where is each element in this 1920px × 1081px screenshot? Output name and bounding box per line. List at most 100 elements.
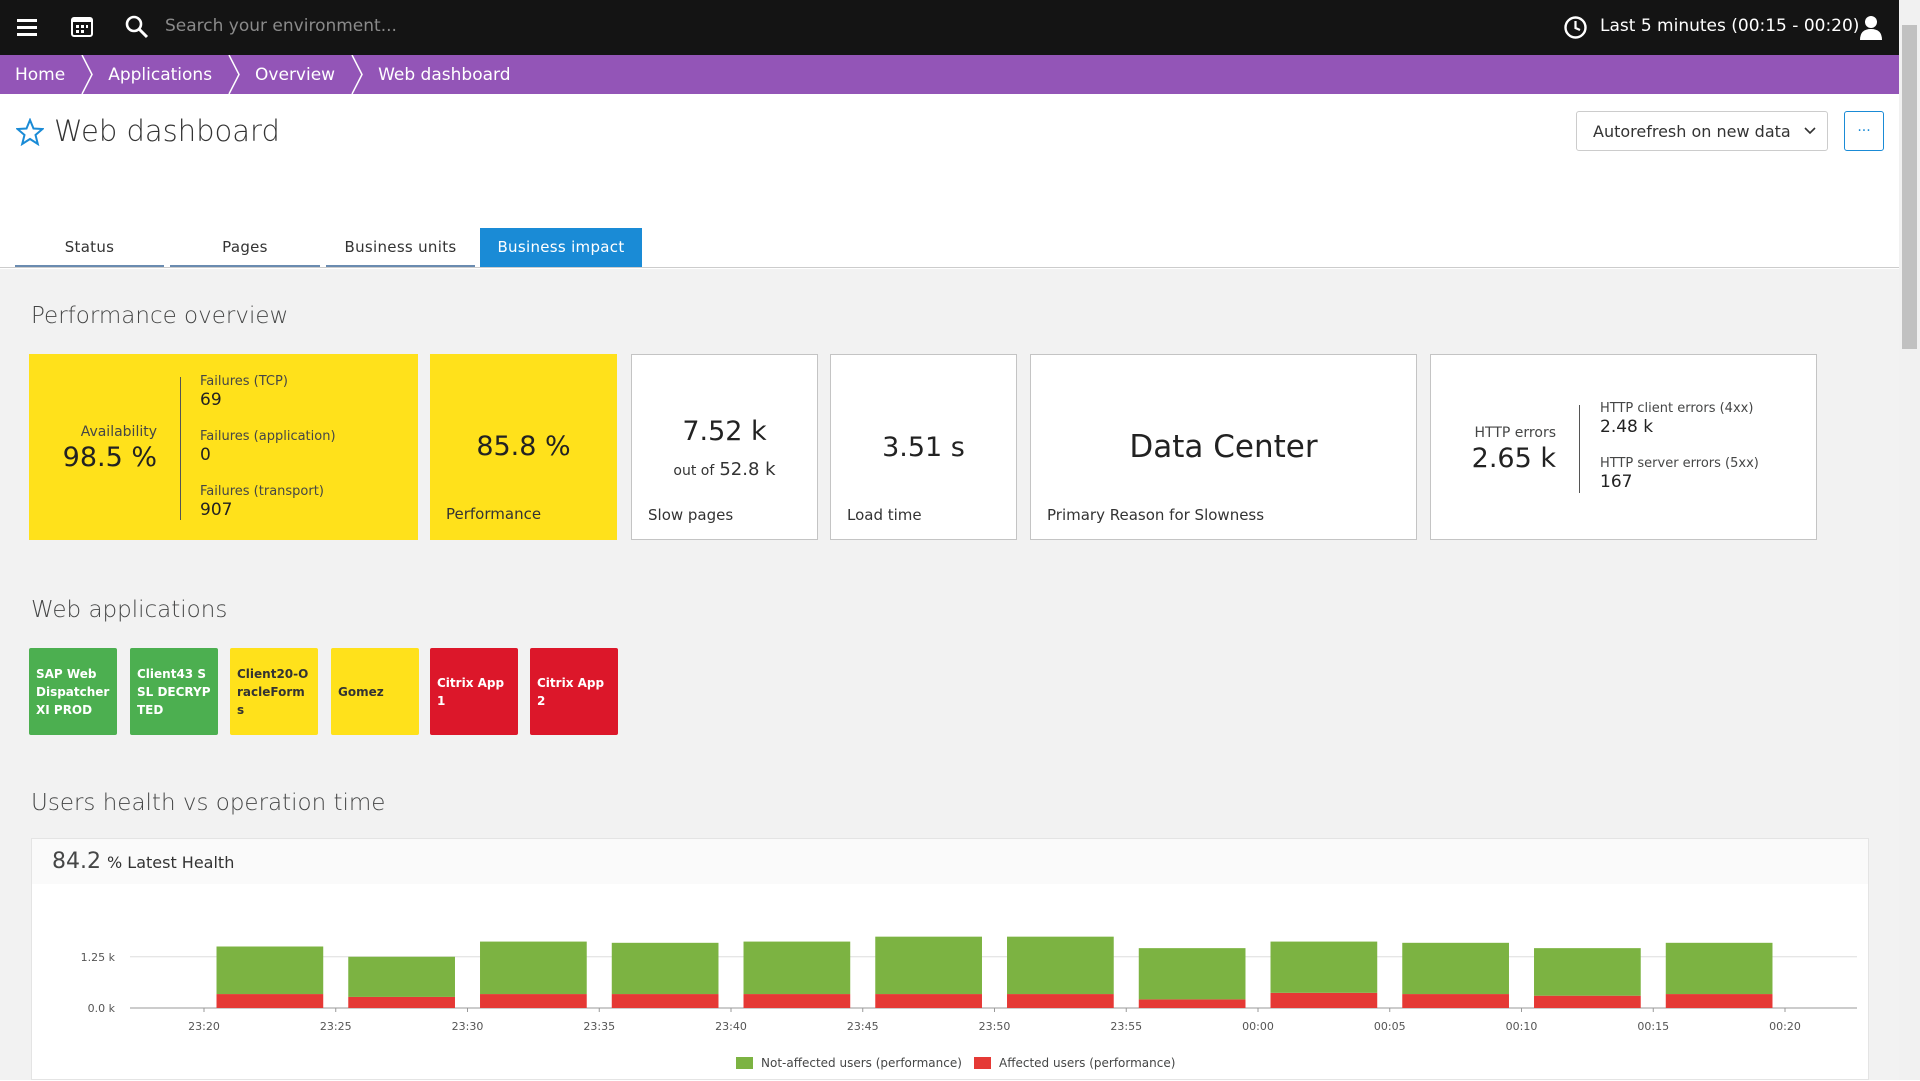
more-button[interactable]: ··· <box>1844 111 1884 151</box>
tab[interactable]: Pages <box>170 228 320 267</box>
bar-segment <box>216 994 324 1008</box>
tab[interactable]: Business units <box>326 228 475 267</box>
top-bar: Search your environment... Last 5 minute… <box>0 0 1899 55</box>
bar-segment <box>1007 936 1114 995</box>
performance-tile[interactable]: 85.8 % Performance <box>430 354 617 540</box>
breadcrumb-item[interactable]: Web dashboard <box>363 55 526 94</box>
app-tile[interactable]: SAP Web Dispatcher XI PROD <box>29 648 117 735</box>
bar-segment <box>1665 942 1773 995</box>
bar-segment <box>1270 992 1378 1008</box>
load-time-tile[interactable]: 3.51 s Load time <box>830 354 1017 540</box>
clock-icon <box>1564 16 1587 39</box>
x-tick-label: 00:00 <box>1242 1020 1274 1033</box>
detail-label: HTTP client errors (4xx) <box>1600 401 1754 416</box>
latest-health: 84.2 % Latest Health <box>52 849 234 874</box>
app-tile[interactable]: Citrix App 1 <box>430 648 518 735</box>
tab-divider <box>0 267 1899 268</box>
detail-value: 0 <box>200 445 211 465</box>
x-tick-label: 23:40 <box>715 1020 747 1033</box>
favorite-star[interactable] <box>16 118 44 146</box>
dropdown-caret <box>1804 127 1816 135</box>
page-title: Web dashboard <box>54 114 280 148</box>
breadcrumb-separator <box>228 55 240 94</box>
x-tick-label: 00:20 <box>1769 1020 1801 1033</box>
availability-tile[interactable]: Availability 98.5 % Failures (TCP) 69 Fail… <box>29 354 418 540</box>
tile-value: Data Center <box>1129 429 1318 465</box>
bar-segment <box>875 994 982 1008</box>
detail-value: 907 <box>200 500 233 520</box>
search-input[interactable]: Search your environment... <box>165 16 397 36</box>
tile-value: 2.65 k <box>1471 443 1556 474</box>
legend-label: Affected users (performance) <box>999 1056 1175 1070</box>
http-errors-tile[interactable]: HTTP errors 2.65 k HTTP client errors (4… <box>1430 354 1817 540</box>
x-tick-label: 23:45 <box>847 1020 879 1033</box>
menu-icon[interactable] <box>15 15 39 39</box>
chevron <box>228 55 240 94</box>
detail-label: Failures (application) <box>200 429 336 444</box>
tile-value: 98.5 % <box>62 442 157 473</box>
breadcrumb-label: Overview <box>255 64 336 85</box>
x-tick-label: 00:10 <box>1506 1020 1538 1033</box>
detail-value: 69 <box>200 390 222 410</box>
slow-pages-tile[interactable]: 7.52 k out of 52.8 k Slow pages <box>631 354 818 540</box>
chevron <box>351 55 363 94</box>
breadcrumb-item[interactable]: Home <box>0 55 94 94</box>
search-icon[interactable] <box>124 14 150 40</box>
bar-segment <box>743 994 851 1008</box>
bar-segment <box>1402 942 1509 995</box>
tile-label: Performance <box>446 505 542 523</box>
legend-label: Not-affected users (performance) <box>761 1056 962 1070</box>
y-tick-label: 1.25 k <box>81 951 116 964</box>
tile-label: HTTP errors <box>1474 425 1556 441</box>
x-tick-label: 00:15 <box>1637 1020 1669 1033</box>
tile-label: Slow pages <box>648 506 734 524</box>
bar-segment <box>1007 994 1114 1008</box>
breadcrumb-item[interactable]: Applications <box>93 55 240 94</box>
x-tick-label: 23:35 <box>583 1020 615 1033</box>
latest-label: % Latest Health <box>106 853 235 872</box>
legend-swatch <box>974 1057 991 1069</box>
detail-label: Failures (TCP) <box>200 374 288 389</box>
x-tick-label: 00:05 <box>1374 1020 1406 1033</box>
x-tick-label: 23:50 <box>979 1020 1011 1033</box>
tab[interactable]: Business impact <box>480 228 642 267</box>
x-tick-label: 23:30 <box>452 1020 484 1033</box>
bar-segment <box>1270 941 1378 993</box>
x-tick-label: 23:55 <box>1110 1020 1142 1033</box>
scrollbar[interactable] <box>1899 0 1920 1080</box>
app-tile[interactable]: Citrix App 2 <box>530 648 618 735</box>
timeframe[interactable]: Last 5 minutes (00:15 - 00:20) <box>1600 16 1860 36</box>
chevron <box>81 55 94 94</box>
autorefresh-label: Autorefresh on new data <box>1593 121 1791 141</box>
breadcrumb-label: Applications <box>108 64 213 85</box>
bar-segment <box>1138 948 1246 1000</box>
tab[interactable]: Status <box>15 228 164 267</box>
bar-segment <box>348 996 455 1008</box>
app-tile[interactable]: Client43 SSL DECRYPTED <box>130 648 218 735</box>
breadcrumb-item[interactable]: Overview <box>240 55 363 94</box>
slowness-tile[interactable]: Data Center Primary Reason for Slowness <box>1030 354 1417 540</box>
bar-segment <box>1138 999 1246 1008</box>
app-tile[interactable]: Gomez <box>331 648 419 735</box>
detail-value: 167 <box>1600 472 1633 492</box>
detail-value: 2.48 k <box>1600 417 1654 437</box>
app-tile[interactable]: Client20-OracleForms <box>230 648 318 735</box>
user-icon[interactable] <box>1858 14 1884 40</box>
dashboard-icon[interactable] <box>70 15 94 39</box>
chart-header <box>32 839 1868 884</box>
breadcrumb: Home Applications Overview Web dashboard <box>0 55 1899 94</box>
out-of-value: 52.8 k <box>719 459 776 480</box>
bar-segment <box>1534 948 1641 996</box>
autorefresh-dropdown[interactable]: Autorefresh on new data <box>1576 111 1828 151</box>
section-title: Performance overview <box>31 303 289 329</box>
bar-segment <box>348 956 455 997</box>
bar-segment <box>743 941 851 995</box>
tile-label: Availability <box>80 424 157 440</box>
tile-label: Primary Reason for Slowness <box>1047 506 1265 524</box>
tile-label: Load time <box>847 506 922 524</box>
bar-segment <box>875 936 982 995</box>
scrollbar-thumb[interactable] <box>1902 25 1917 349</box>
latest-value: 84.2 <box>52 849 101 874</box>
bar-segment <box>1402 994 1509 1008</box>
